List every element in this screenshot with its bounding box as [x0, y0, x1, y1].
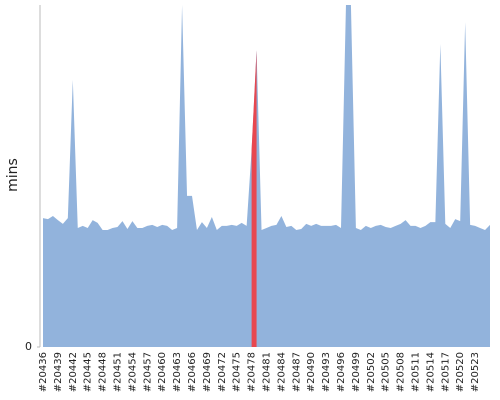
x-tick-label: #20436 [38, 352, 49, 392]
x-tick-label: #20493 [321, 352, 332, 392]
x-tick-label: #20457 [142, 352, 153, 392]
x-tick-label: #20508 [396, 352, 407, 392]
x-tick-label: #20490 [306, 352, 317, 392]
x-tick-label: #20448 [98, 352, 109, 392]
x-tick-label: #20499 [351, 352, 362, 392]
highlight-area [251, 50, 257, 347]
x-tick-label: #20523 [470, 352, 481, 392]
x-tick-label: #20487 [291, 352, 302, 392]
x-tick-label: #20454 [127, 352, 138, 392]
x-tick-label: #20481 [262, 352, 273, 392]
x-tick-label: #20520 [455, 352, 466, 392]
y-axis-label: mins [5, 158, 21, 192]
x-tick-label: #20469 [202, 352, 213, 392]
x-tick-label: #20442 [68, 352, 79, 392]
x-tick-label: #20463 [172, 352, 183, 392]
x-tick-label: #20484 [276, 352, 287, 392]
x-tick-label: #20514 [425, 352, 436, 392]
x-tick-label: #20472 [217, 352, 228, 392]
x-tick-label: #20502 [366, 352, 377, 392]
x-tick-label: #20466 [187, 352, 198, 392]
area [43, 5, 490, 347]
x-tick-label: #20475 [232, 352, 243, 392]
y-tick-label: 0 [25, 340, 32, 353]
x-tick-label: #20478 [247, 352, 258, 392]
x-tick-label: #20517 [440, 352, 451, 392]
x-tick-label: #20496 [336, 352, 347, 392]
x-tick-label: #20451 [113, 352, 124, 392]
x-tick-label: #20505 [381, 352, 392, 392]
x-tick-label: #20445 [83, 352, 94, 392]
x-tick-label: #20460 [157, 352, 168, 392]
x-tick-label: #20511 [411, 352, 422, 392]
x-tick-label: #20439 [53, 352, 64, 392]
